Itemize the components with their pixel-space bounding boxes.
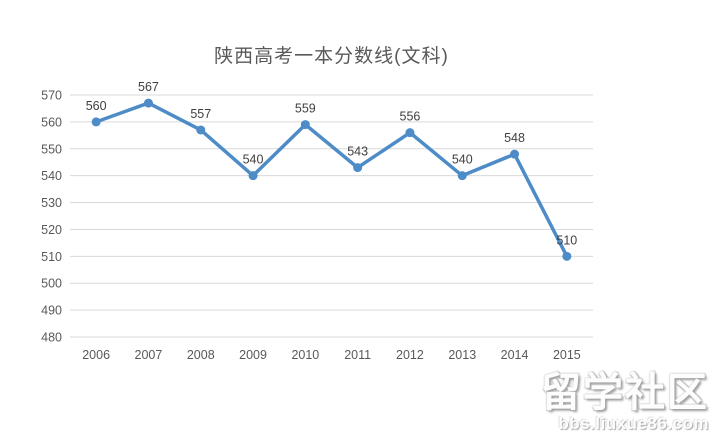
data-point-label: 548 [504,131,525,145]
x-axis-tick-label: 2012 [396,348,424,362]
data-point-label: 510 [556,233,577,247]
x-axis-tick-label: 2013 [448,348,476,362]
y-axis-tick-label: 550 [41,142,62,156]
y-axis-tick-label: 490 [41,304,62,318]
data-point-marker [300,120,310,130]
data-point-marker [562,251,572,261]
x-axis-tick-label: 2011 [344,348,371,362]
watermark-site-url: bbs.liuxue86.com [558,414,709,433]
data-point-marker [457,171,467,181]
x-axis-tick-label: 2010 [291,348,319,362]
y-axis-tick-label: 520 [41,223,62,237]
data-point-marker [91,117,101,127]
y-axis-tick-label: 480 [41,331,62,345]
y-axis-tick-label: 510 [41,250,62,264]
data-point-label: 567 [138,80,159,94]
x-axis-tick-label: 2014 [501,348,529,362]
data-point-label: 559 [295,102,316,116]
data-point-marker [405,128,415,138]
data-point-label: 556 [400,110,421,124]
data-point-marker [196,125,206,135]
chart-title: 陕西高考一本分数线(文科) [214,46,449,67]
x-axis-tick-label: 2008 [187,348,215,362]
x-axis-tick-label: 2006 [82,348,110,362]
x-axis-tick-label: 2007 [135,348,163,362]
y-axis-tick-label: 570 [41,89,62,103]
watermark-site-name: 留学社区 [541,371,709,415]
data-point-label: 543 [347,145,368,159]
y-axis-tick-label: 530 [41,196,62,210]
data-point-label: 560 [86,99,107,113]
watermark: 留学社区 bbs.liuxue86.com [541,372,709,433]
data-point-marker [248,171,258,181]
y-axis-tick-label: 500 [41,277,62,291]
data-point-marker [143,98,153,108]
data-line [94,101,569,259]
data-point-label: 540 [452,153,473,167]
y-axis-tick-label: 540 [41,169,62,183]
data-point-label: 540 [243,153,264,167]
x-axis-tick-label: 2015 [553,348,581,362]
data-point-marker [510,149,520,159]
y-axis-tick-label: 560 [41,115,62,129]
x-axis-tick-label: 2009 [239,348,267,362]
data-point-label: 557 [190,107,211,121]
data-point-marker [353,163,363,173]
